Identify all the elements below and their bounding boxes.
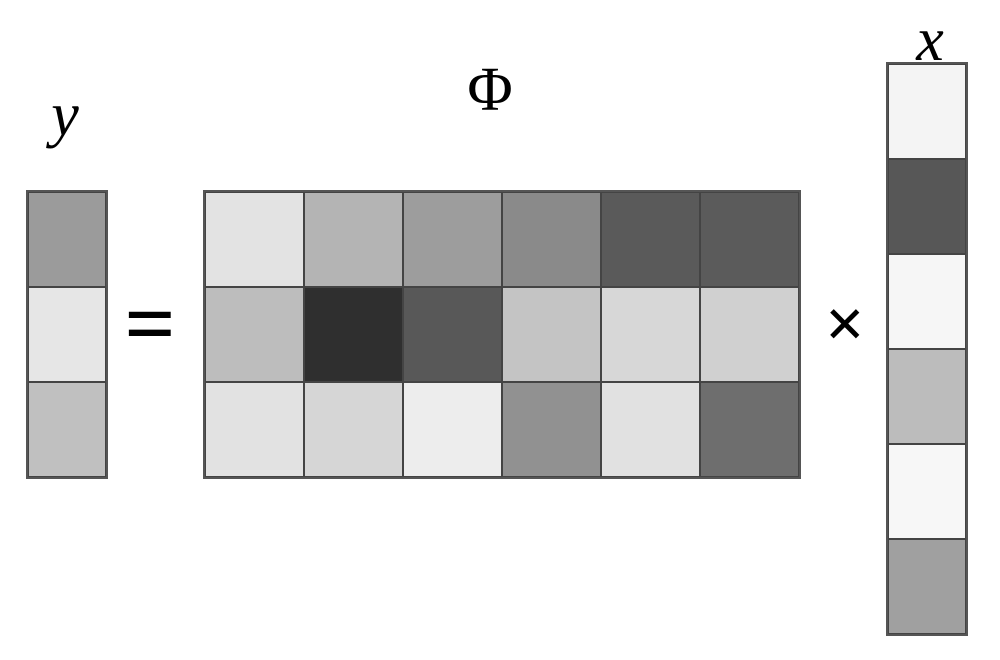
matrix-cell (28, 382, 106, 477)
equals-operator: = (115, 280, 185, 370)
label-y: y (45, 80, 85, 151)
matrix-cell (700, 192, 799, 287)
label-phi: Φ (460, 55, 520, 126)
matrix-cell (601, 382, 700, 477)
y-vector (26, 190, 108, 479)
matrix-cell (888, 539, 966, 634)
phi-matrix (203, 190, 801, 479)
matrix-cell (205, 287, 304, 382)
matrix-cell (601, 287, 700, 382)
matrix-cell (502, 382, 601, 477)
matrix-cell (304, 287, 403, 382)
matrix-cell (304, 382, 403, 477)
matrix-cell (403, 192, 502, 287)
matrix-cell (205, 382, 304, 477)
matrix-cell (888, 64, 966, 159)
matrix-cell (502, 192, 601, 287)
x-vector (886, 62, 968, 636)
matrix-cell (888, 349, 966, 444)
matrix-cell (888, 444, 966, 539)
matrix-cell (304, 192, 403, 287)
matrix-cell (403, 287, 502, 382)
matrix-cell (28, 287, 106, 382)
matrix-cell (888, 254, 966, 349)
matrix-cell (700, 382, 799, 477)
matrix-cell (205, 192, 304, 287)
matrix-cell (700, 287, 799, 382)
matrix-cell (502, 287, 601, 382)
matrix-cell (28, 192, 106, 287)
matrix-cell (403, 382, 502, 477)
matrix-cell (888, 159, 966, 254)
times-operator: × (820, 290, 870, 360)
matrix-cell (601, 192, 700, 287)
